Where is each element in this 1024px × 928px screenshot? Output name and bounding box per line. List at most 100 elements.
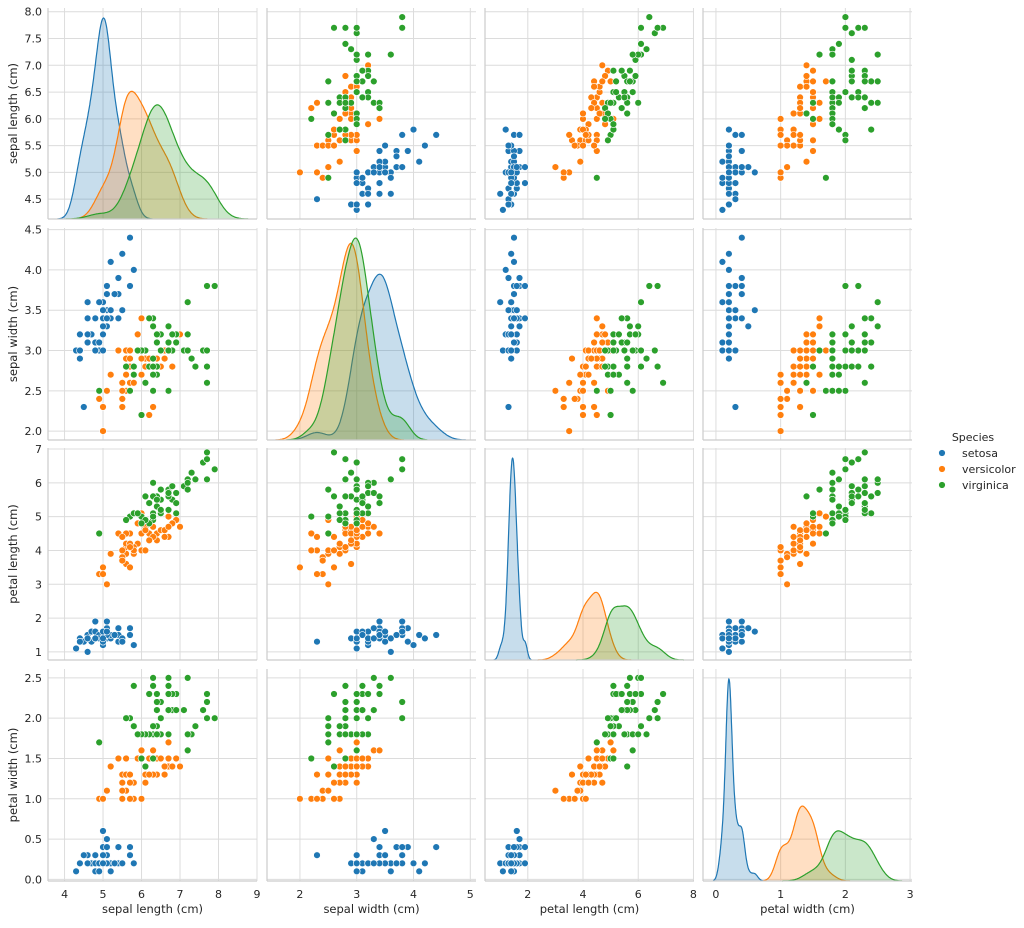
point-versicolor [582, 770, 590, 779]
point-versicolor [145, 411, 153, 419]
x-axis-label: sepal width (cm) [323, 902, 419, 916]
point-setosa [95, 338, 103, 347]
point-virginica [353, 120, 361, 128]
point-setosa [375, 163, 384, 171]
point-virginica [828, 77, 837, 86]
point-setosa [738, 617, 746, 626]
point-virginica [364, 50, 372, 59]
point-versicolor [789, 539, 798, 548]
point-versicolor [776, 141, 785, 150]
point-versicolor [579, 109, 587, 118]
point-virginica [353, 77, 361, 86]
point-virginica [330, 690, 338, 698]
point-setosa [744, 163, 752, 171]
point-virginica [601, 115, 609, 123]
point-versicolor [330, 141, 338, 150]
point-setosa [515, 835, 524, 843]
point-virginica [364, 72, 372, 80]
point-versicolor [330, 533, 338, 541]
point-versicolor [822, 512, 830, 521]
legend-marker-versicolor [938, 465, 946, 473]
point-setosa [744, 322, 752, 330]
point-virginica [353, 458, 361, 467]
point-setosa [398, 851, 406, 859]
point-virginica [387, 674, 395, 682]
point-setosa [738, 314, 746, 322]
point-versicolor [103, 786, 111, 795]
point-setosa [731, 168, 740, 177]
y-tick-label: 2.0 [25, 425, 43, 438]
point-virginica [187, 354, 196, 363]
point-virginica [375, 499, 384, 507]
point-virginica [601, 346, 609, 355]
point-virginica [149, 387, 157, 395]
point-setosa [370, 634, 378, 643]
point-setosa [118, 306, 127, 314]
point-versicolor [118, 379, 127, 387]
point-virginica [645, 714, 653, 722]
point-virginica [153, 496, 161, 504]
point-setosa [510, 843, 518, 851]
x-tick-label: 2 [524, 888, 531, 901]
point-virginica [828, 120, 837, 128]
point-versicolor [590, 379, 598, 387]
point-versicolor [126, 563, 134, 572]
point-setosa [398, 163, 406, 171]
point-versicolor [590, 338, 598, 347]
point-virginica [134, 509, 142, 517]
point-setosa [725, 152, 733, 161]
point-virginica [659, 379, 667, 387]
point-versicolor [584, 754, 593, 763]
point-setosa [504, 403, 513, 411]
point-setosa [738, 637, 746, 646]
legend-label-setosa: setosa [962, 447, 998, 460]
point-setosa [415, 158, 423, 166]
point-versicolor [802, 519, 811, 528]
point-setosa [725, 322, 733, 330]
point-setosa [718, 298, 727, 306]
point-versicolor [106, 762, 115, 771]
point-versicolor [802, 550, 811, 558]
point-virginica [628, 88, 637, 96]
x-tick-label: 5 [467, 888, 474, 901]
point-setosa [738, 290, 746, 298]
point-setosa [126, 631, 134, 639]
point-versicolor [601, 330, 609, 339]
point-virginica [130, 722, 138, 730]
point-versicolor [330, 795, 338, 803]
point-virginica [341, 136, 350, 145]
point-versicolor [551, 163, 560, 171]
point-virginica [628, 746, 637, 755]
point-versicolor [347, 536, 355, 544]
point-versicolor [126, 354, 134, 363]
point-virginica [398, 465, 406, 473]
point-virginica [841, 506, 850, 514]
point-versicolor [789, 523, 798, 531]
point-versicolor [307, 546, 315, 555]
point-versicolor [364, 120, 372, 128]
kde-line-virginica [286, 237, 428, 441]
point-virginica [137, 754, 146, 763]
point-setosa [521, 282, 529, 290]
point-virginica [637, 346, 645, 355]
point-versicolor [160, 354, 169, 363]
point-virginica [358, 66, 367, 75]
point-virginica [95, 529, 103, 538]
point-setosa [725, 298, 733, 306]
point-setosa [731, 306, 740, 314]
x-axis-label: petal width (cm) [760, 902, 855, 916]
point-virginica [623, 379, 631, 387]
point-versicolor [783, 553, 791, 561]
point-versicolor [126, 795, 134, 803]
point-setosa [375, 617, 384, 626]
point-versicolor [776, 543, 785, 551]
point-virginica [848, 338, 856, 347]
y-tick-label: 7.0 [25, 59, 43, 72]
point-virginica [364, 714, 372, 722]
point-setosa [76, 346, 84, 355]
point-versicolor [160, 533, 169, 541]
point-versicolor [796, 526, 804, 534]
point-versicolor [802, 362, 811, 371]
point-setosa [513, 306, 521, 314]
point-virginica [873, 298, 882, 306]
